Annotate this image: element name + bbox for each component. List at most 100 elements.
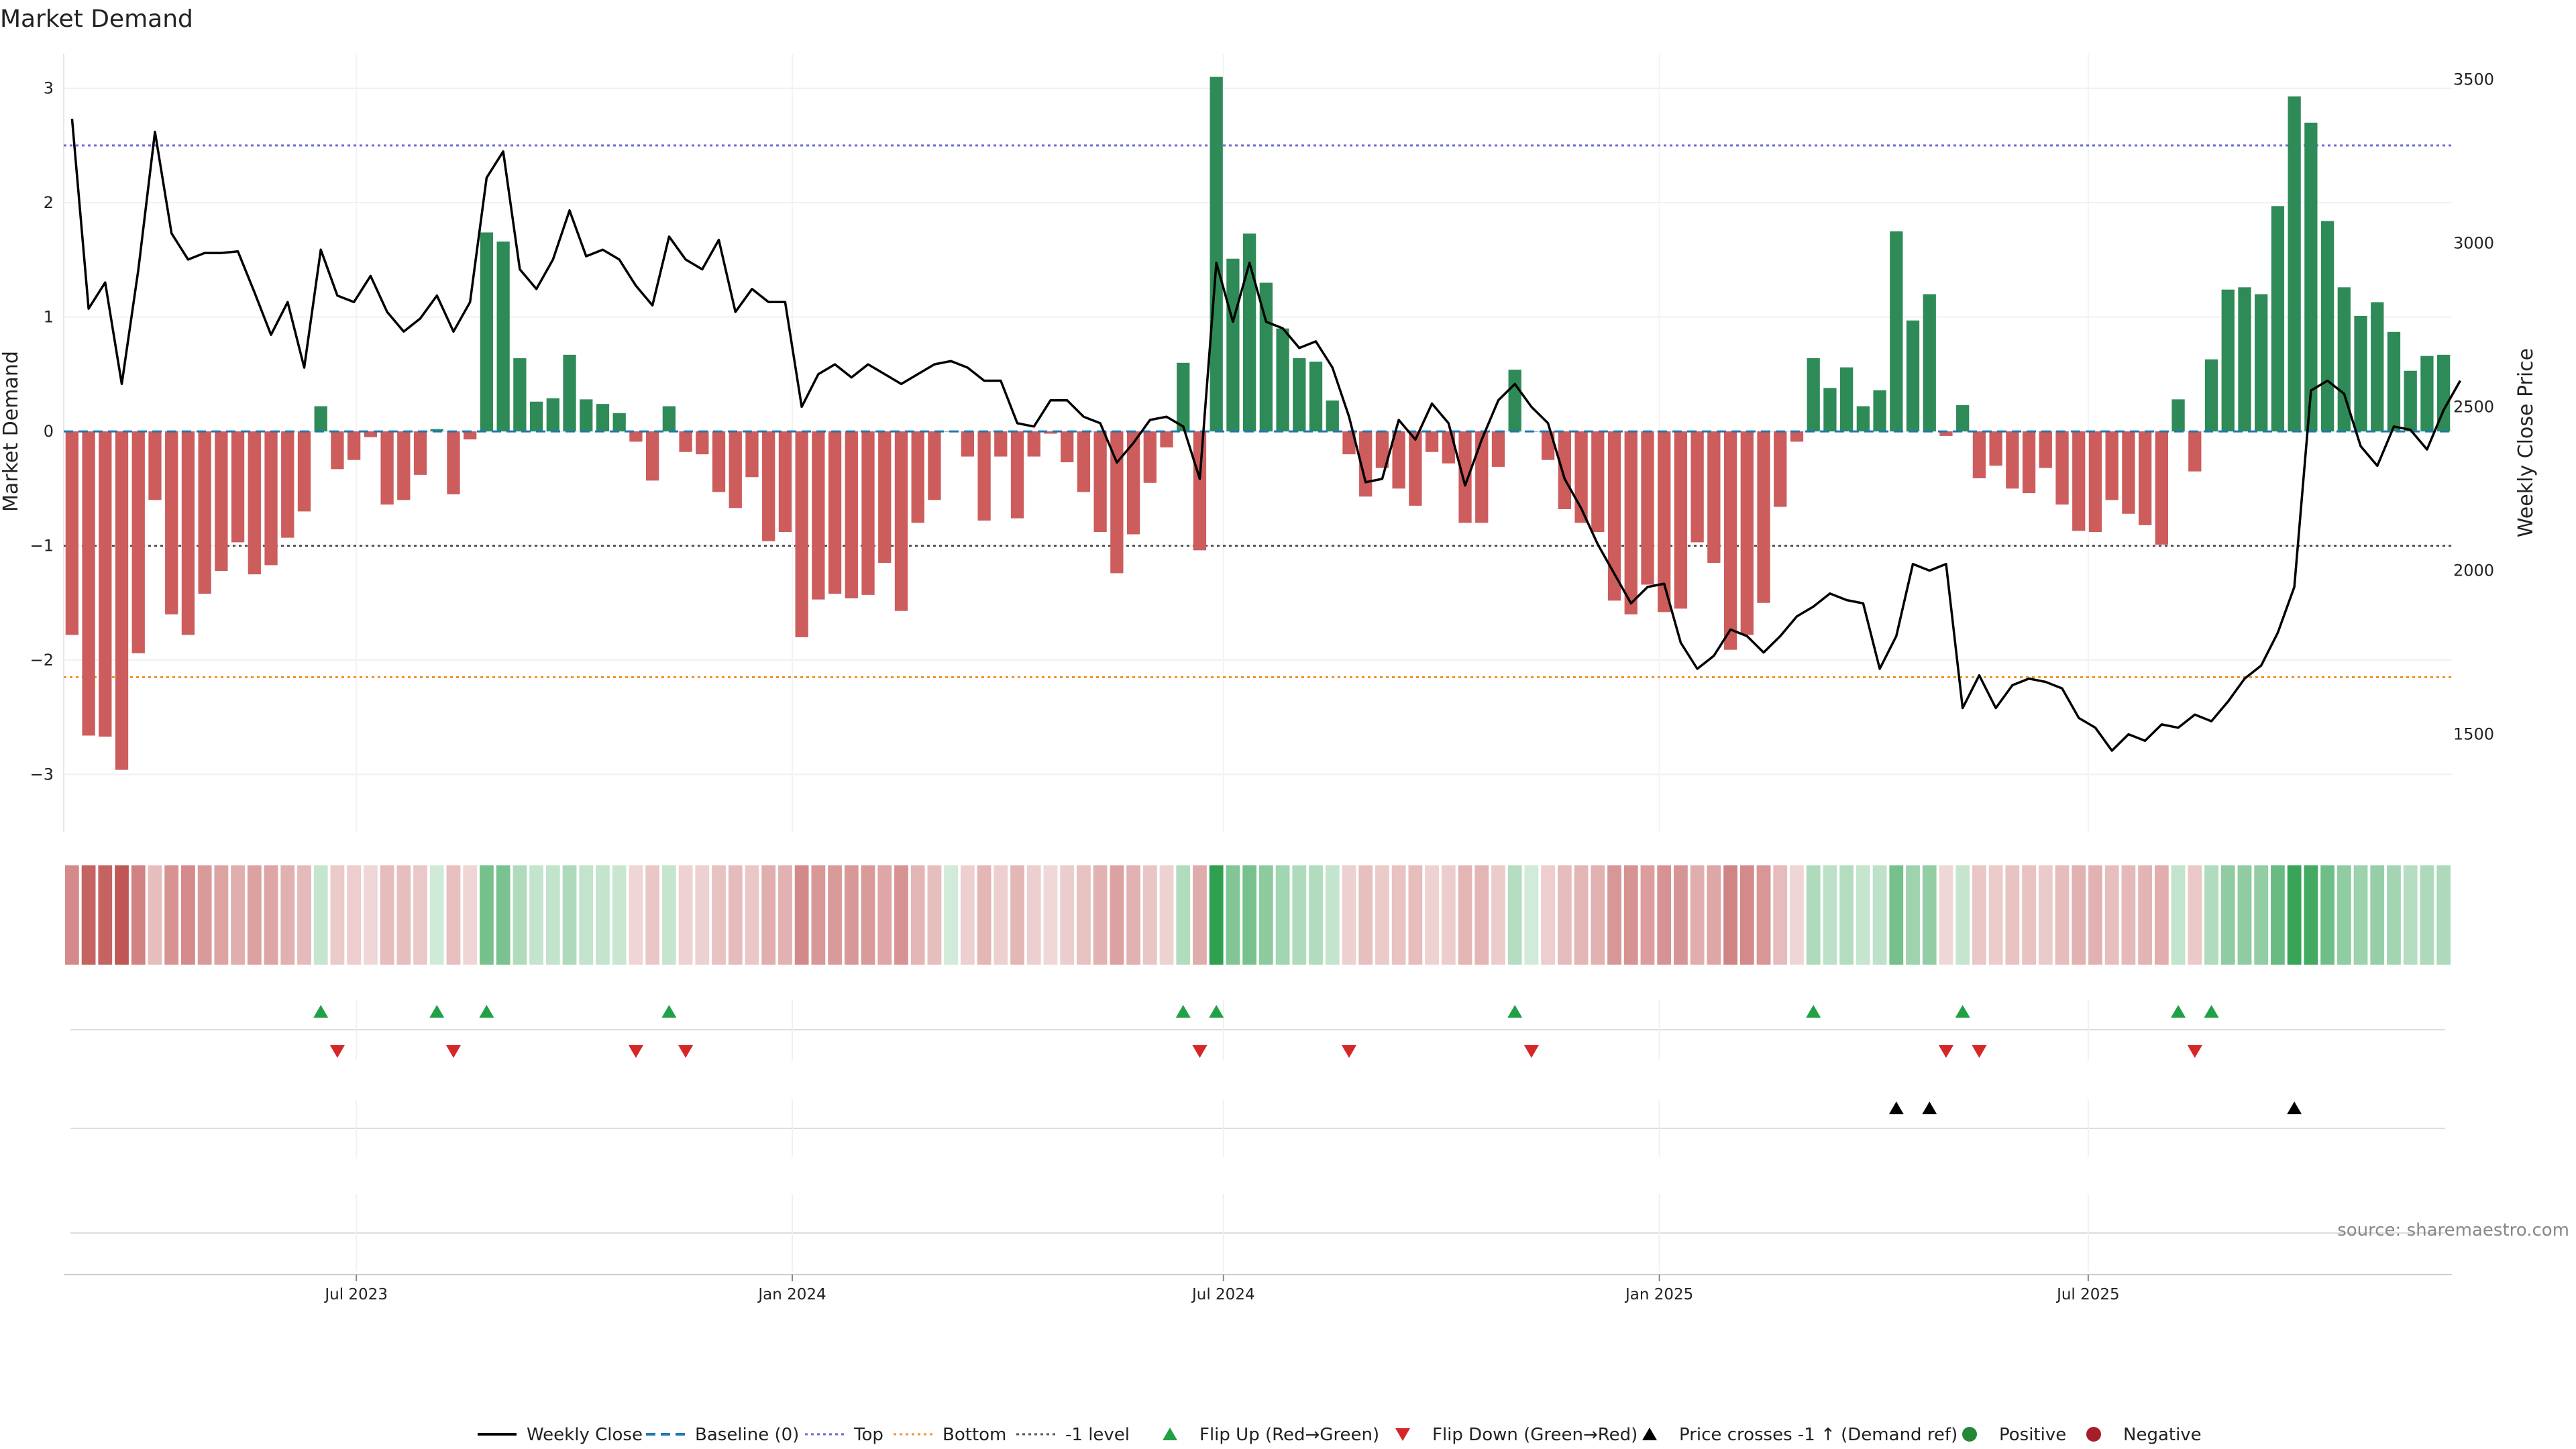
heatmap-cell	[1524, 865, 1539, 965]
flip-down-marker	[678, 1045, 694, 1058]
heatmap-cell	[678, 865, 693, 965]
y2-tick-label: 1500	[2453, 725, 2494, 744]
demand-bar	[1044, 431, 1057, 434]
flip-up-marker	[479, 1005, 494, 1018]
demand-bar	[447, 431, 460, 494]
heatmap-cell	[1906, 865, 1920, 965]
demand-bar	[248, 431, 261, 575]
heatmap-cell	[894, 865, 908, 965]
legend-label: Bottom	[943, 1425, 1006, 1445]
demand-bar	[148, 431, 162, 500]
heatmap-cell	[2254, 865, 2269, 965]
demand-bar	[1392, 431, 1405, 489]
heatmap-cell	[1209, 865, 1224, 965]
flip-down-marker	[329, 1045, 345, 1058]
legend-item: Price crosses -1 ↑ (Demand ref)	[1642, 1425, 1957, 1445]
y-tick-label: −3	[30, 765, 54, 784]
heatmap-cell	[2287, 865, 2302, 965]
demand-bar	[1193, 431, 1207, 551]
heatmap-cell	[2104, 865, 2119, 965]
heatmap-cell	[1026, 865, 1041, 965]
heatmap-cell	[1591, 865, 1605, 965]
demand-bar	[1906, 320, 1920, 432]
heatmap-cell	[944, 865, 959, 965]
demand-bar	[99, 431, 112, 737]
demand-bar	[2354, 315, 2367, 432]
heatmap-cell	[629, 865, 643, 965]
legend-label: Weekly Close	[527, 1425, 643, 1445]
y-tick-label: 0	[44, 422, 54, 441]
demand-bar	[812, 431, 825, 600]
demand-bar	[1409, 431, 1422, 506]
demand-bar	[580, 399, 593, 432]
heatmap-cell	[2337, 865, 2351, 965]
heatmap-cell	[297, 865, 311, 965]
heatmap-cell	[877, 865, 892, 965]
demand-bar	[1259, 282, 1273, 432]
heatmap-cell	[2304, 865, 2318, 965]
heatmap-cell	[1889, 865, 1904, 965]
heatmap-cell	[645, 865, 660, 965]
demand-bar	[662, 406, 676, 432]
flip-down-marker	[445, 1045, 461, 1058]
demand-bar	[795, 431, 808, 637]
legend-item: -1 level	[1016, 1425, 1130, 1445]
heatmap-cell	[2038, 865, 2053, 965]
heatmap-cell	[794, 865, 809, 965]
heatmap-cell	[1159, 865, 1174, 965]
flip-down-marker	[2187, 1045, 2202, 1058]
demand-bar	[1790, 431, 1804, 442]
heatmap-cell	[1358, 865, 1373, 965]
heatmap-cell	[579, 865, 594, 965]
heatmap-cell	[1325, 865, 1340, 965]
heatmap-cell	[1275, 865, 1290, 965]
demand-bar	[264, 431, 278, 566]
heatmap-cell	[1043, 865, 1058, 965]
heatmap-cell	[1425, 865, 1439, 965]
heatmap-cell	[1922, 865, 1937, 965]
demand-bar	[778, 431, 792, 533]
heatmap-cell	[1690, 865, 1705, 965]
demand-bar	[1342, 431, 1356, 455]
demand-bar	[1160, 431, 1173, 447]
heatmap-cell	[1541, 865, 1556, 965]
demand-bar	[1226, 258, 1240, 432]
demand-bar	[878, 431, 892, 564]
flip-down-marker	[1341, 1045, 1356, 1058]
demand-bar	[496, 241, 510, 432]
heatmap-cell	[2220, 865, 2235, 965]
demand-bar	[347, 431, 361, 460]
y-tick-label: −1	[30, 537, 54, 555]
demand-heatmap-strip	[64, 865, 2451, 965]
legend-swatch-flip-down	[1395, 1428, 1410, 1441]
heatmap-cell	[1574, 865, 1589, 965]
heatmap-cell	[960, 865, 975, 965]
demand-bar	[1110, 431, 1124, 574]
heatmap-cell	[2055, 865, 2070, 965]
demand-bar	[331, 431, 344, 470]
flip-up-marker	[1209, 1005, 1224, 1018]
x-tick-label: Jul 2023	[323, 1286, 388, 1303]
heatmap-cell	[2121, 865, 2136, 965]
heatmap-cell	[247, 865, 262, 965]
demand-bar	[546, 398, 559, 432]
heatmap-cell	[1242, 865, 1257, 965]
heatmap-cell	[596, 865, 610, 965]
heatmap-cell	[1623, 865, 1638, 965]
heatmap-cell	[1557, 865, 1572, 965]
heatmap-cell	[1391, 865, 1406, 965]
demand-bar	[977, 431, 991, 521]
heatmap-cell	[2204, 865, 2218, 965]
demand-bar	[2304, 122, 2318, 432]
heatmap-cell	[927, 865, 942, 965]
legend-item: Baseline (0)	[646, 1425, 799, 1445]
demand-bar	[231, 431, 245, 543]
heatmap-cell	[994, 865, 1008, 965]
heatmap-cell	[2072, 865, 2086, 965]
x-tick-label: Jan 2024	[757, 1286, 826, 1303]
heatmap-cell	[231, 865, 245, 965]
demand-bar	[380, 431, 394, 505]
legend-swatch-price-cross	[1642, 1428, 1657, 1440]
demand-bar	[1890, 231, 1903, 432]
